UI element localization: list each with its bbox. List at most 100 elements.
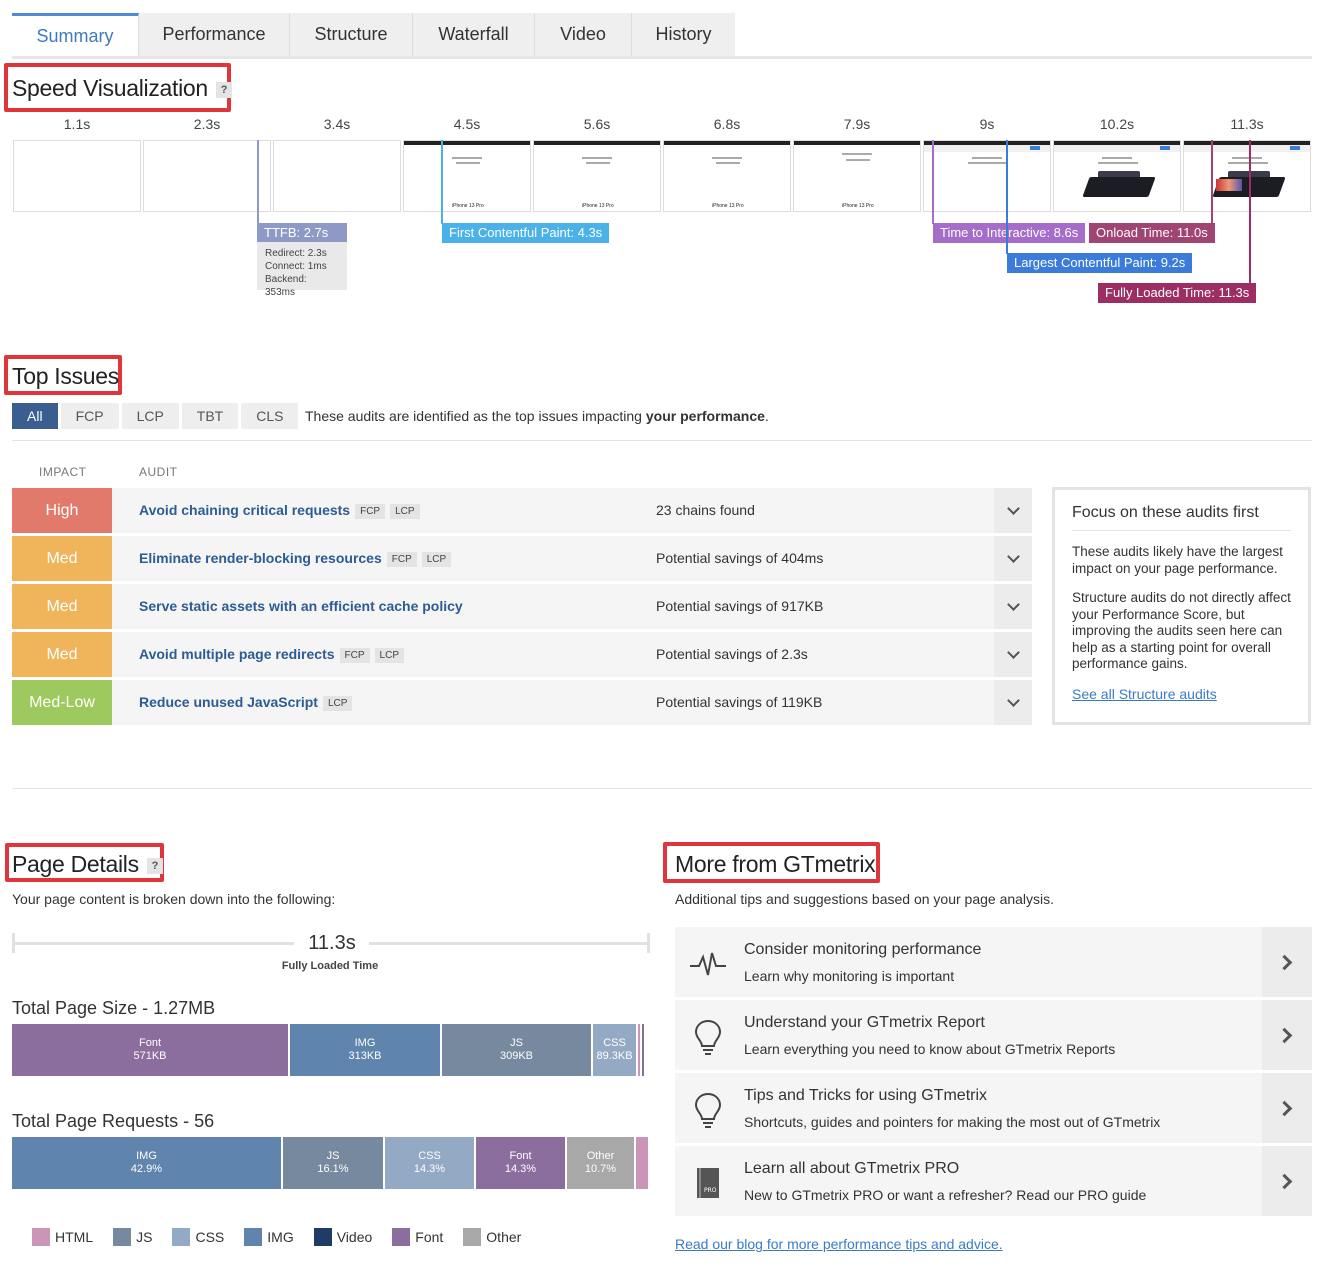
- legend-item: Video: [294, 1228, 372, 1246]
- filmstrip-frame[interactable]: iPhone 13 Pro: [663, 140, 791, 212]
- audit-name-text[interactable]: Reduce unused JavaScript: [139, 694, 318, 710]
- audit-name-text[interactable]: Avoid multiple page redirects: [139, 646, 335, 662]
- audit-row[interactable]: Med-Low Reduce unused JavaScript LCP Potent…: [12, 680, 1032, 725]
- segment-value: 16.1%: [317, 1163, 349, 1175]
- frame-time: 7.9s: [843, 116, 871, 132]
- chevron-down-icon[interactable]: [994, 584, 1032, 629]
- page-requests-bar: IMG 42.9% JS 16.1% CSS 14.3% Font 14.3% Other 10.…: [12, 1137, 650, 1189]
- audit-result: Potential savings of 917KB: [656, 598, 824, 614]
- audit-row[interactable]: Med Eliminate render-blocking resources FC…: [12, 536, 1032, 581]
- focus-panel: Focus on these audits first These audits…: [1052, 487, 1311, 725]
- filmstrip-frame[interactable]: [273, 140, 401, 212]
- filmstrip-frame[interactable]: [923, 140, 1051, 212]
- more-item-tips[interactable]: Tips and Tricks for using GTmetrix Short…: [675, 1073, 1312, 1143]
- legend-label: Font: [415, 1229, 444, 1245]
- audit-name[interactable]: Serve static assets with an efficient ca…: [139, 598, 463, 614]
- blog-link[interactable]: Read our blog for more performance tips …: [675, 1236, 1003, 1252]
- filmstrip-frame[interactable]: iPhone 13 Pro: [403, 140, 531, 212]
- audit-name[interactable]: Avoid multiple page redirects FCP LCP: [139, 646, 404, 663]
- filmstrip-frame[interactable]: [1183, 140, 1311, 212]
- frame-time: 6.8s: [713, 116, 741, 132]
- bar-segment[interactable]: CSS 89.3KB: [593, 1024, 638, 1076]
- segment-value: 10.7%: [584, 1163, 617, 1175]
- chevron-down-icon[interactable]: [994, 632, 1032, 677]
- filmstrip-frame[interactable]: iPhone 13 Pro: [793, 140, 921, 212]
- filter-lcp[interactable]: LCP: [121, 403, 179, 429]
- filter-cls[interactable]: CLS: [241, 403, 299, 429]
- chevron-down-icon[interactable]: [994, 680, 1032, 725]
- lightbulb-icon: [694, 1019, 722, 1055]
- chevron-right-icon[interactable]: [1262, 927, 1312, 997]
- filter-fcp[interactable]: FCP: [60, 403, 119, 429]
- impact-badge: Med-Low: [12, 680, 112, 725]
- segment-label: IMG: [136, 1150, 157, 1162]
- help-icon[interactable]: ?: [215, 81, 232, 98]
- timeline-line: [12, 942, 294, 945]
- ttfb-redirect: Redirect: 2.3s: [265, 248, 327, 259]
- chevron-down-icon[interactable]: [994, 488, 1032, 533]
- tti-badge: Time to Interactive: 8.6s: [933, 223, 1086, 243]
- more-subtitle: Additional tips and suggestions based on…: [675, 891, 1055, 907]
- issue-filters: All FCP LCP TBT CLS: [12, 403, 299, 429]
- tab-summary[interactable]: Summary: [12, 13, 139, 56]
- help-icon[interactable]: ?: [146, 857, 163, 874]
- legend-item: JS: [93, 1228, 152, 1246]
- chevron-right-icon[interactable]: [1262, 1146, 1312, 1216]
- segment-label: Font: [509, 1150, 532, 1162]
- bar-segment[interactable]: [638, 1024, 642, 1076]
- bar-segment[interactable]: Font 14.3%: [476, 1137, 567, 1189]
- filmstrip-frame[interactable]: [1053, 140, 1181, 212]
- legend-swatch: [392, 1228, 411, 1246]
- audit-row[interactable]: High Avoid chaining critical requests FCP L…: [12, 488, 1032, 533]
- tab-history[interactable]: History: [632, 13, 735, 56]
- audit-name[interactable]: Eliminate render-blocking resources FCP LC…: [139, 550, 452, 567]
- audit-name-text[interactable]: Avoid chaining critical requests: [139, 502, 351, 518]
- chevron-right-icon[interactable]: [1262, 1000, 1312, 1070]
- bar-segment[interactable]: Font 571KB: [12, 1024, 290, 1076]
- report-tabs: Summary Performance Structure Waterfall …: [12, 13, 1312, 59]
- tab-video[interactable]: Video: [535, 13, 632, 56]
- bar-segment[interactable]: CSS 14.3%: [385, 1137, 476, 1189]
- impact-badge: Med: [12, 536, 112, 581]
- audit-name[interactable]: Reduce unused JavaScript LCP: [139, 694, 353, 711]
- filmstrip-frame[interactable]: [13, 140, 141, 212]
- filmstrip-frame[interactable]: iPhone 13 Pro: [533, 140, 661, 212]
- audit-name[interactable]: Avoid chaining critical requests FCP LCP: [139, 502, 420, 519]
- audit-row[interactable]: Med Avoid multiple page redirects FCP LCP Po…: [12, 632, 1032, 677]
- more-item-report[interactable]: Understand your GTmetrix Report Learn ev…: [675, 1000, 1312, 1070]
- segment-value: 42.9%: [130, 1163, 163, 1175]
- audit-name-text[interactable]: Eliminate render-blocking resources: [139, 550, 382, 566]
- divider: [12, 788, 1312, 789]
- segment-value: 89.3KB: [596, 1050, 633, 1062]
- highlight-box: [4, 355, 122, 395]
- legend-swatch: [32, 1228, 50, 1246]
- tab-performance[interactable]: Performance: [139, 13, 290, 56]
- filter-all[interactable]: All: [12, 403, 58, 429]
- filter-tbt[interactable]: TBT: [181, 403, 239, 429]
- filmstrip-frame[interactable]: [143, 140, 271, 212]
- more-item-pro[interactable]: PRO Learn all about GTmetrix PRO New to …: [675, 1146, 1312, 1216]
- segment-value: 14.3%: [504, 1163, 537, 1175]
- tab-structure[interactable]: Structure: [290, 13, 413, 56]
- more-item-title: Consider monitoring performance: [744, 941, 982, 958]
- chevron-down-icon[interactable]: [994, 536, 1032, 581]
- audit-row[interactable]: Med Serve static assets with an efficient…: [12, 584, 1032, 629]
- legend-item: IMG: [224, 1228, 294, 1246]
- frame-time: 9s: [979, 116, 995, 132]
- chevron-right-icon[interactable]: [1262, 1073, 1312, 1143]
- audit-name-text[interactable]: Serve static assets with an efficient ca…: [139, 598, 463, 614]
- bar-segment[interactable]: Other 10.7%: [567, 1137, 636, 1189]
- tti-marker-line: [932, 140, 934, 224]
- frame-time: 5.6s: [583, 116, 611, 132]
- more-item-monitoring[interactable]: Consider monitoring performance Learn wh…: [675, 927, 1312, 997]
- page-requests-title: Total Page Requests - 56: [12, 1111, 215, 1131]
- bar-segment[interactable]: IMG 42.9%: [12, 1137, 283, 1189]
- bar-segment[interactable]: IMG 313KB: [290, 1024, 442, 1076]
- see-all-structure-link[interactable]: See all Structure audits: [1072, 685, 1217, 702]
- bar-segment[interactable]: JS 16.1%: [283, 1137, 385, 1189]
- bar-segment[interactable]: [642, 1024, 646, 1076]
- bar-segment[interactable]: JS 309KB: [442, 1024, 593, 1076]
- bar-segment[interactable]: [636, 1137, 650, 1189]
- focus-text: These audits likely have the largest imp…: [1072, 544, 1283, 576]
- tab-waterfall[interactable]: Waterfall: [413, 13, 535, 56]
